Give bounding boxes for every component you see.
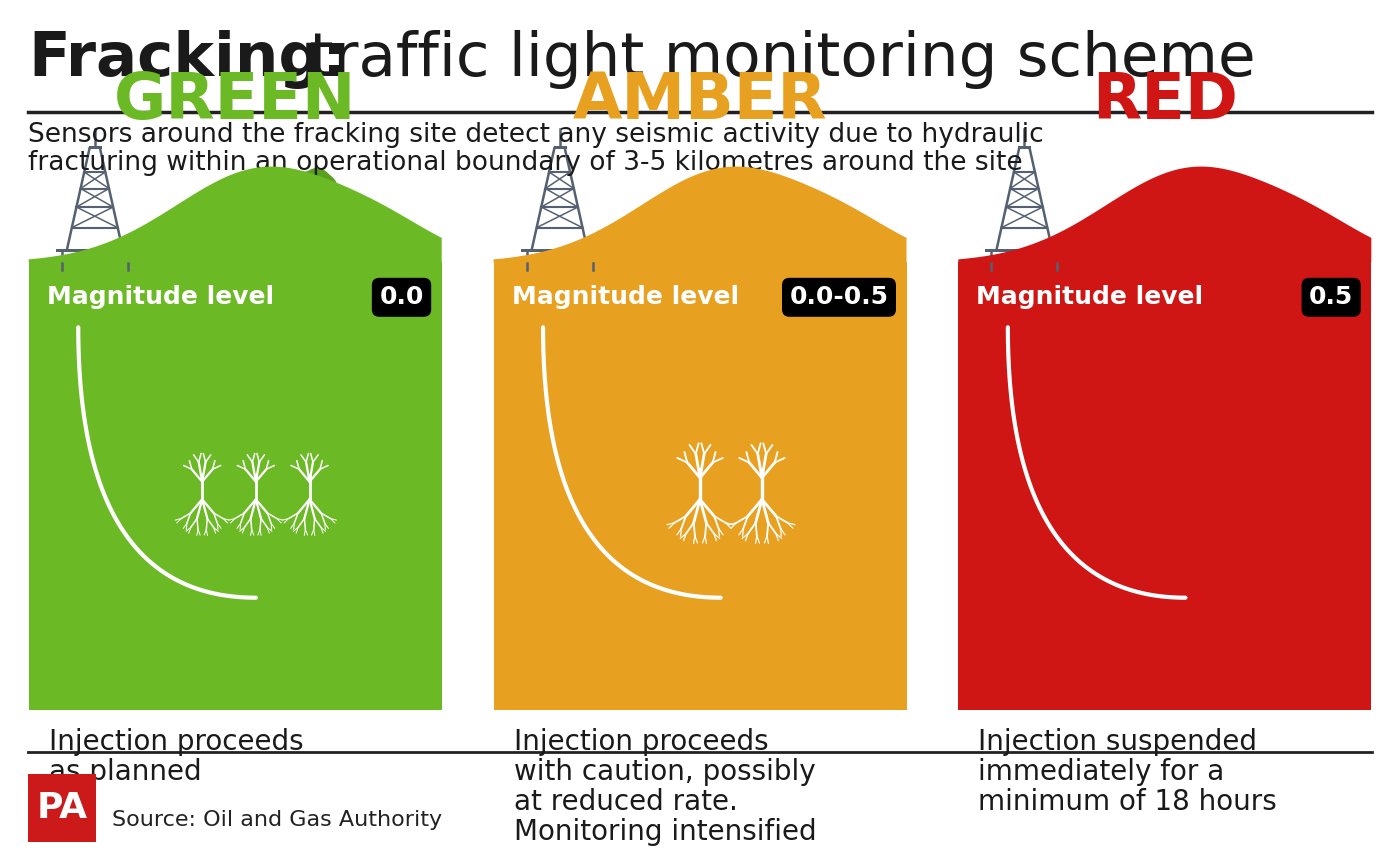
Text: 0.0-0.5: 0.0-0.5 <box>790 286 889 310</box>
Text: 0.5: 0.5 <box>1309 286 1354 310</box>
Text: RED: RED <box>1092 71 1238 132</box>
Bar <box>29 275 442 319</box>
Text: Injection proceeds: Injection proceeds <box>49 728 304 755</box>
Polygon shape <box>783 191 825 224</box>
Text: Injection suspended: Injection suspended <box>979 728 1257 755</box>
Text: with caution, possibly: with caution, possibly <box>514 758 815 785</box>
Text: traffic light monitoring scheme: traffic light monitoring scheme <box>290 30 1256 89</box>
Bar <box>28 774 97 842</box>
Text: AMBER: AMBER <box>573 71 827 132</box>
Text: Sensors around the fracking site detect any seismic activity due to hydraulic: Sensors around the fracking site detect … <box>28 122 1044 148</box>
Polygon shape <box>29 167 442 262</box>
Bar <box>29 262 442 710</box>
Text: Monitoring intensified: Monitoring intensified <box>514 818 816 845</box>
Bar <box>493 262 907 710</box>
Text: minimum of 18 hours: minimum of 18 hours <box>979 788 1277 815</box>
Text: Fracking:: Fracking: <box>28 30 347 89</box>
Text: 0.0: 0.0 <box>379 286 424 310</box>
Polygon shape <box>727 181 773 219</box>
Text: Magnitude level: Magnitude level <box>46 286 274 310</box>
Polygon shape <box>958 167 1371 262</box>
Bar <box>958 275 1371 319</box>
Text: as planned: as planned <box>49 758 202 785</box>
Text: Magnitude level: Magnitude level <box>511 286 739 310</box>
Polygon shape <box>332 194 370 225</box>
Text: Injection proceeds: Injection proceeds <box>514 728 769 755</box>
Text: GREEN: GREEN <box>113 71 357 132</box>
Text: at reduced rate.: at reduced rate. <box>514 788 738 815</box>
Polygon shape <box>1191 181 1238 219</box>
Polygon shape <box>1247 191 1289 224</box>
Bar <box>493 275 907 319</box>
Text: immediately for a: immediately for a <box>979 758 1225 785</box>
Polygon shape <box>493 167 907 262</box>
Text: Magnitude level: Magnitude level <box>976 286 1204 310</box>
Text: fracturing within an operational boundary of 3-5 kilometres around the site: fracturing within an operational boundar… <box>28 150 1022 176</box>
Polygon shape <box>249 192 288 225</box>
Text: PA: PA <box>36 791 88 825</box>
Bar <box>958 262 1371 710</box>
Text: Source: Oil and Gas Authority: Source: Oil and Gas Authority <box>112 810 442 830</box>
Polygon shape <box>283 168 337 212</box>
